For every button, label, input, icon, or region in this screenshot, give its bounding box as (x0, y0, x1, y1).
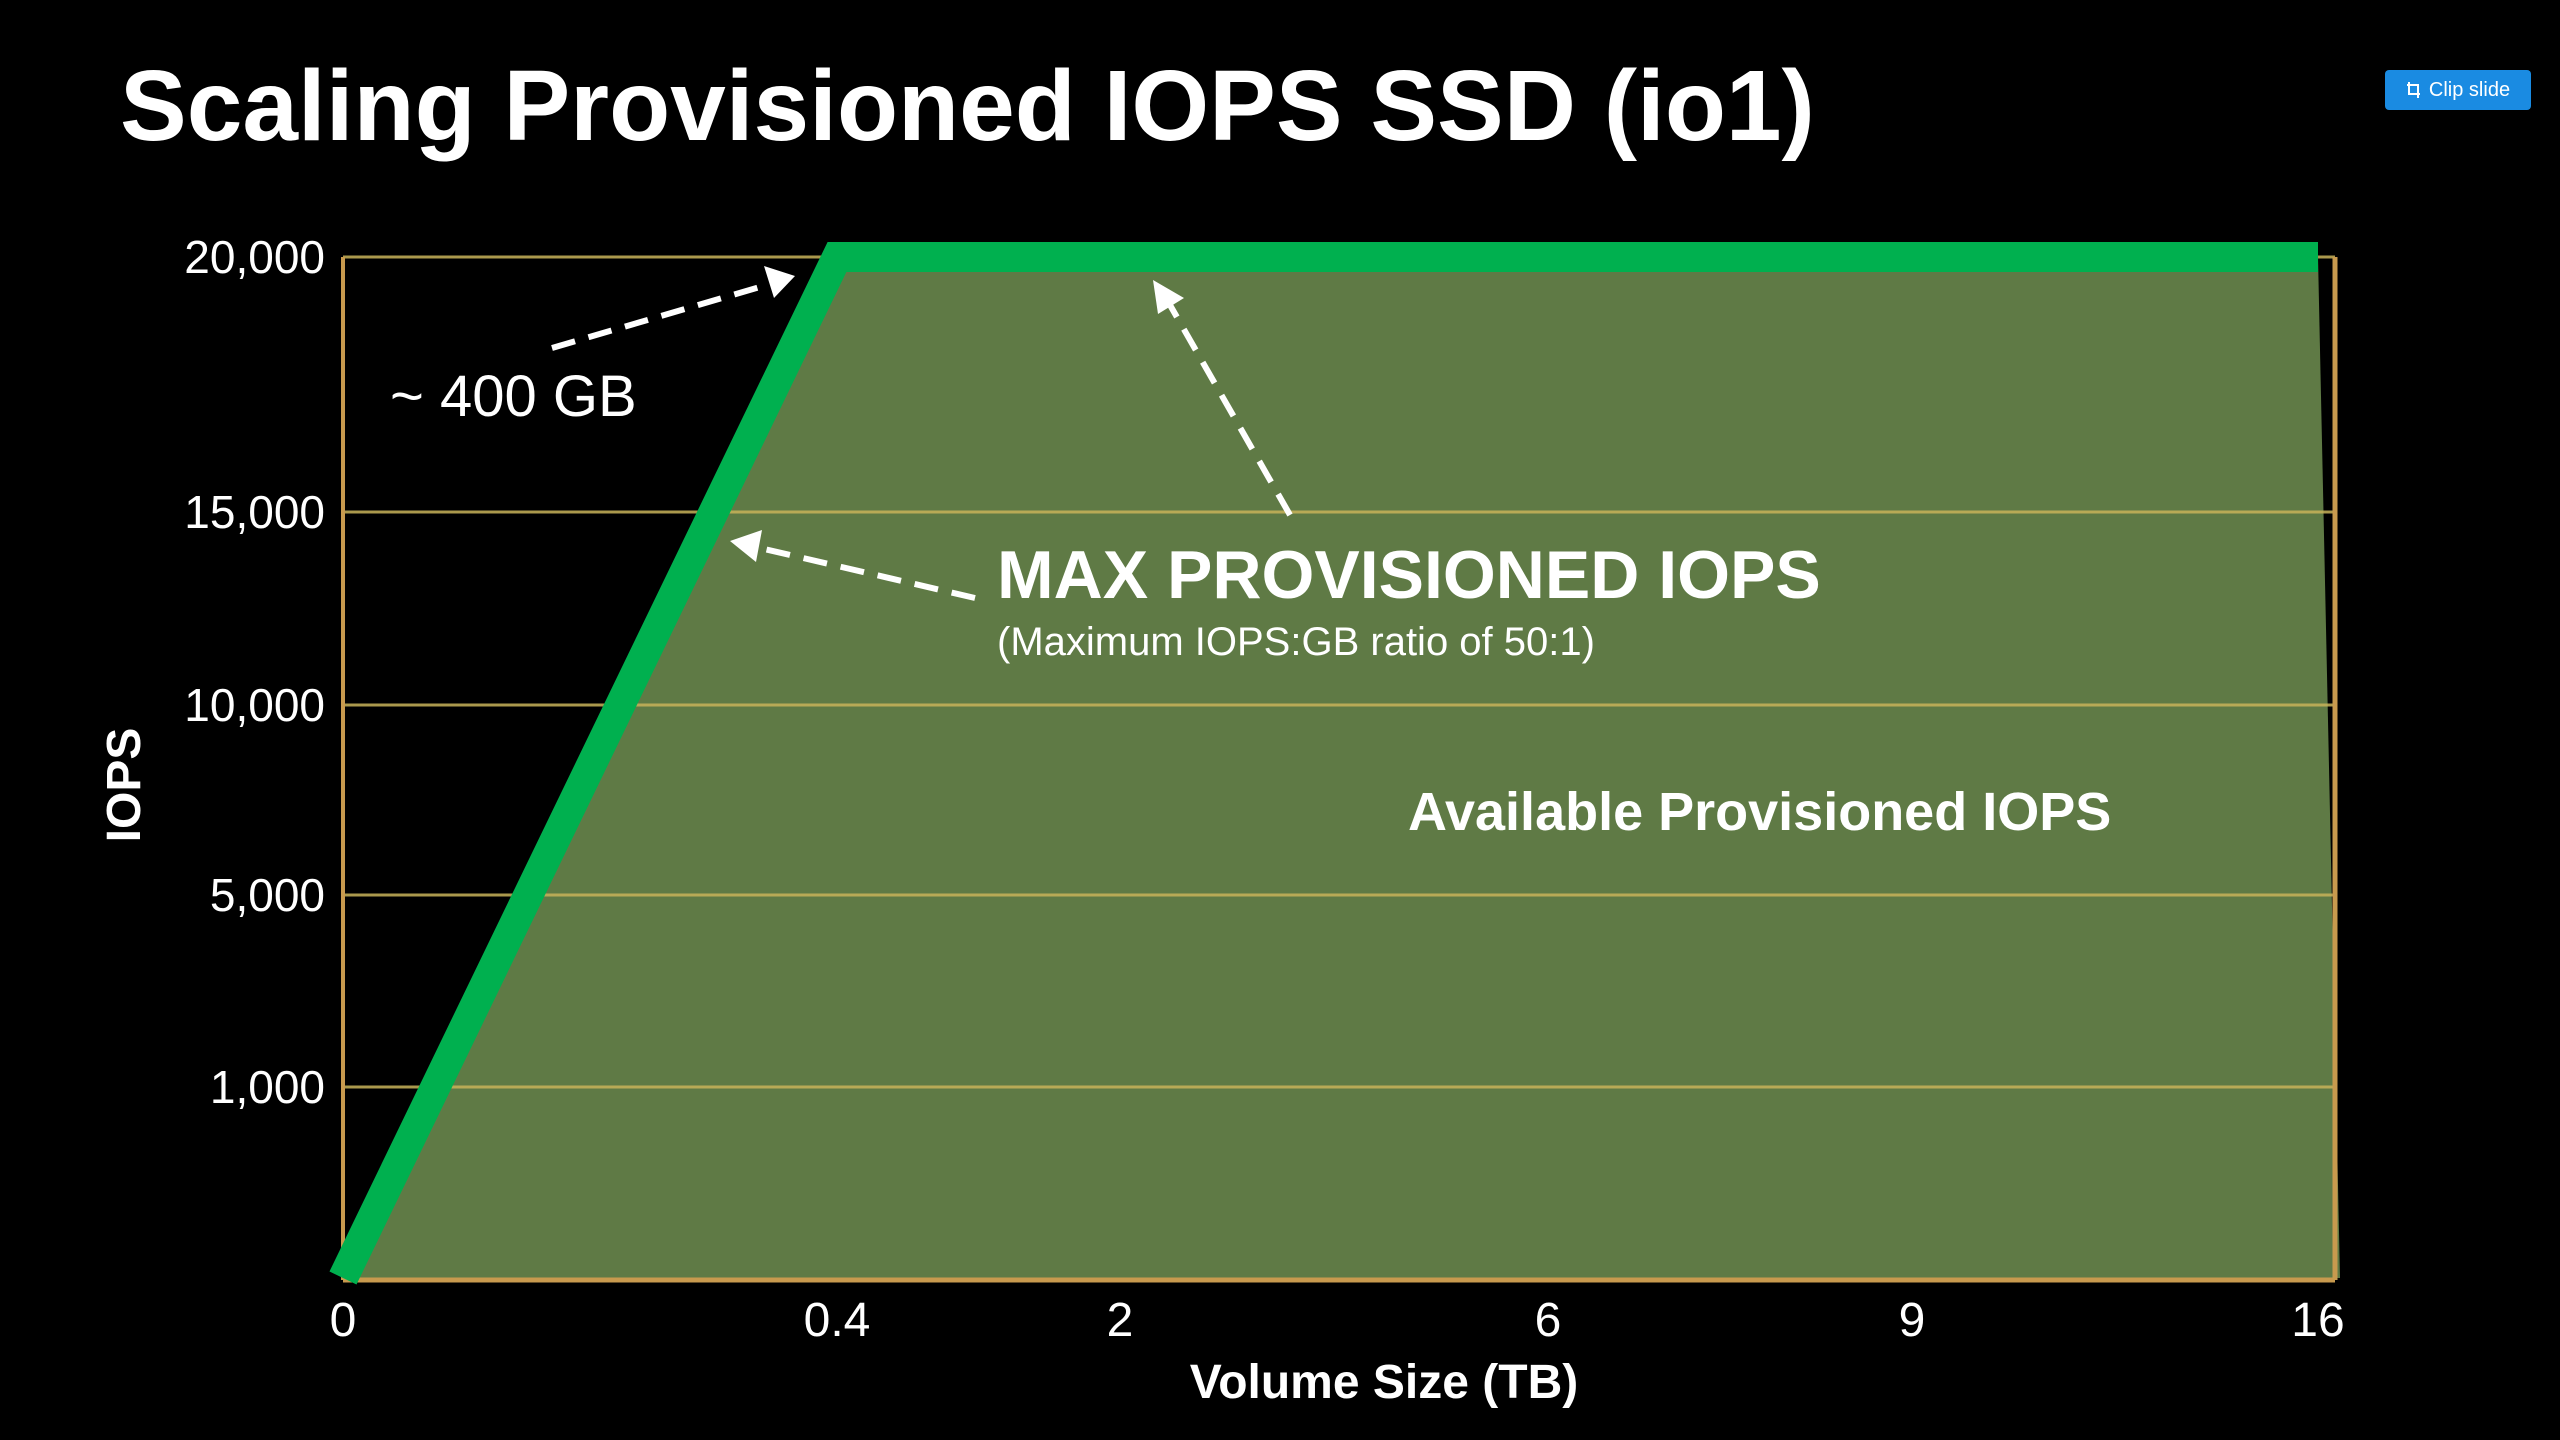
x-tick-labels: 0 0.4 2 6 9 16 (330, 1294, 2345, 1347)
x-tick-label: 0.4 (804, 1294, 871, 1347)
max-provisioned-subtitle: (Maximum IOPS:GB ratio of 50:1) (997, 620, 1595, 664)
chart-title: Scaling Provisioned IOPS SSD (io1) (120, 50, 1815, 162)
max-provisioned-title: MAX PROVISIONED IOPS (997, 537, 1821, 613)
max-iops-line (329, 242, 2318, 1285)
max-up-arrow-line (1167, 303, 1293, 517)
max-iops-line-layer (329, 242, 2318, 1285)
arrow-heads (730, 266, 1184, 562)
available-area-label: Available Provisioned IOPS (1408, 782, 2111, 842)
x-axis-label: Volume Size (TB) (1190, 1356, 1578, 1409)
x-tick-label: 9 (1899, 1294, 1926, 1347)
max-left-arrow-head (730, 530, 762, 562)
x-tick-label: 0 (330, 1294, 357, 1347)
clip-icon (2406, 82, 2420, 98)
x-tick-label: 6 (1535, 1294, 1562, 1347)
knee-label: ~ 400 GB (390, 364, 637, 429)
y-axis-label: IOPS (98, 728, 151, 843)
available-area-layer (343, 257, 2340, 1278)
x-tick-label: 16 (2291, 1294, 2344, 1347)
knee-arrow-head (764, 266, 795, 298)
clip-slide-label: Clip slide (2428, 78, 2511, 101)
max-up-arrow-head (1153, 280, 1184, 314)
y-tick-label: 10,000 (184, 679, 325, 731)
available-iops-area (343, 257, 2340, 1278)
knee-arrow-line (551, 281, 771, 351)
y-tick-label: 15,000 (184, 486, 325, 538)
y-tick-labels: 1,000 5,000 10,000 15,000 20,000 (184, 231, 325, 1113)
axes (341, 257, 2338, 1283)
annotation-arrows (551, 281, 1293, 601)
y-tick-label: 20,000 (184, 231, 325, 283)
clip-slide-button[interactable]: Clip slide (2385, 70, 2531, 110)
x-tick-label: 2 (1107, 1294, 1134, 1347)
y-tick-label: 1,000 (210, 1061, 325, 1113)
y-tick-label: 5,000 (210, 869, 325, 921)
